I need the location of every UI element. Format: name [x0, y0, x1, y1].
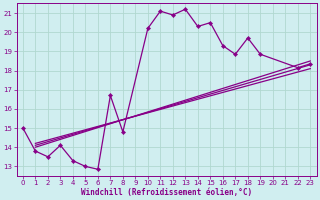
- X-axis label: Windchill (Refroidissement éolien,°C): Windchill (Refroidissement éolien,°C): [81, 188, 252, 197]
